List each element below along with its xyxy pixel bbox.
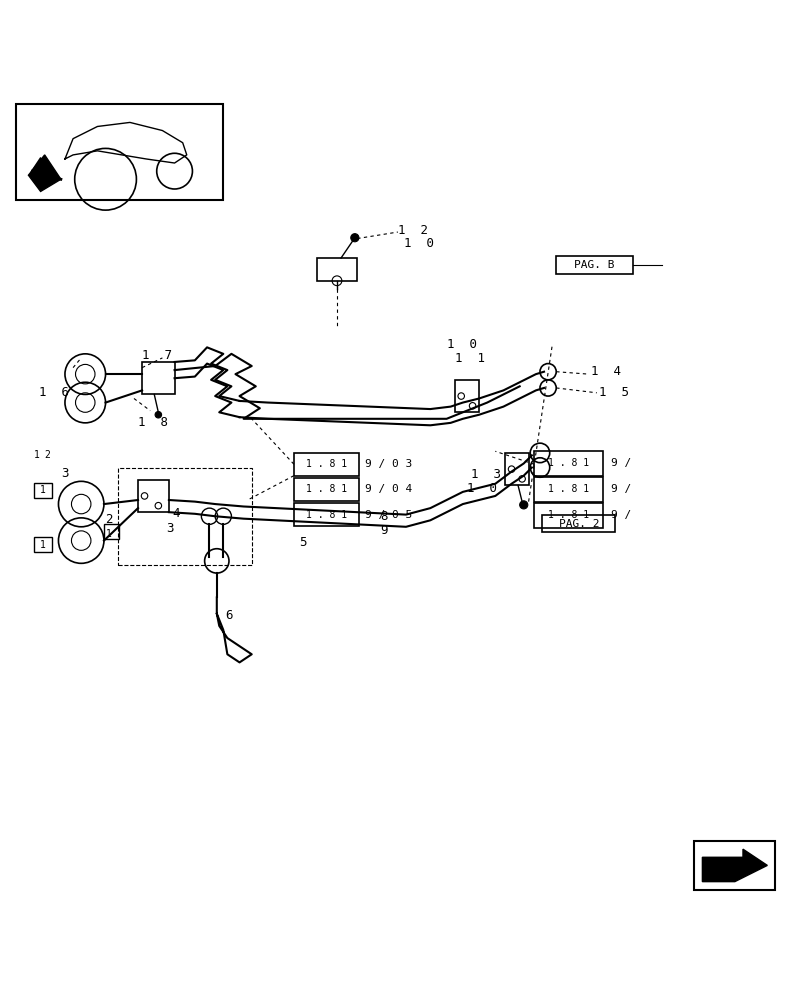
- Text: 3: 3: [61, 467, 68, 480]
- Text: 9 / 0 4: 9 / 0 4: [365, 484, 412, 494]
- Text: 1 . 8 1: 1 . 8 1: [547, 510, 589, 520]
- Text: 1  2: 1 2: [397, 224, 427, 237]
- Text: 9 /: 9 /: [611, 458, 631, 468]
- Bar: [316, 258, 357, 281]
- Text: 9 / 0 3: 9 / 0 3: [365, 459, 412, 469]
- Bar: [104, 524, 118, 539]
- Text: 1: 1: [105, 529, 111, 539]
- Circle shape: [155, 411, 161, 418]
- Text: 1 . 8 1: 1 . 8 1: [306, 510, 346, 520]
- Bar: [142, 362, 174, 394]
- Text: 5: 5: [298, 536, 306, 549]
- Bar: [118, 468, 251, 565]
- Text: 1  6: 1 6: [39, 386, 69, 399]
- Polygon shape: [28, 155, 61, 191]
- Bar: [138, 480, 169, 512]
- Bar: [534, 451, 603, 476]
- Text: 1: 1: [34, 450, 40, 460]
- Text: 1  0: 1 0: [466, 482, 496, 495]
- Text: 1  3: 1 3: [470, 468, 500, 481]
- Text: 9: 9: [380, 524, 387, 537]
- Bar: [294, 503, 358, 526]
- Text: 2: 2: [45, 450, 50, 460]
- Bar: [454, 380, 478, 412]
- Text: 1  0: 1 0: [404, 237, 434, 250]
- Text: 2: 2: [105, 513, 113, 526]
- Bar: [504, 453, 529, 485]
- Text: 9 /: 9 /: [611, 484, 631, 494]
- Bar: [34, 483, 52, 498]
- Bar: [693, 841, 775, 890]
- Text: 9 /: 9 /: [611, 510, 631, 520]
- Text: 3: 3: [166, 522, 174, 535]
- Text: 1 . 8 1: 1 . 8 1: [306, 484, 346, 494]
- Circle shape: [350, 234, 358, 242]
- Polygon shape: [702, 849, 766, 882]
- Text: 1  5: 1 5: [599, 386, 629, 399]
- Text: 4: 4: [172, 507, 179, 520]
- Text: 1 . 8 1: 1 . 8 1: [547, 484, 589, 494]
- Text: 6: 6: [225, 609, 233, 622]
- Text: 1  4: 1 4: [590, 365, 620, 378]
- Text: 1: 1: [40, 485, 46, 495]
- Bar: [34, 537, 52, 552]
- Text: 1 . 8 1: 1 . 8 1: [547, 458, 589, 468]
- Bar: [294, 453, 358, 476]
- Circle shape: [519, 501, 527, 509]
- Bar: [542, 515, 615, 532]
- Text: 1  8: 1 8: [138, 416, 168, 429]
- Text: 1 . 8 1: 1 . 8 1: [306, 459, 346, 469]
- Bar: [534, 503, 603, 528]
- Bar: [556, 256, 633, 274]
- Text: 1: 1: [40, 540, 46, 550]
- Text: 1  1: 1 1: [454, 352, 484, 365]
- Text: PAG. B: PAG. B: [573, 260, 614, 270]
- Text: 1  0: 1 0: [446, 338, 476, 351]
- Bar: [16, 104, 223, 200]
- Text: 8: 8: [380, 510, 387, 523]
- Text: 1  7: 1 7: [142, 349, 172, 362]
- Bar: [294, 478, 358, 501]
- Text: PAG. 2: PAG. 2: [558, 519, 599, 529]
- Bar: [534, 477, 603, 502]
- Text: 9 / 0 5: 9 / 0 5: [365, 510, 412, 520]
